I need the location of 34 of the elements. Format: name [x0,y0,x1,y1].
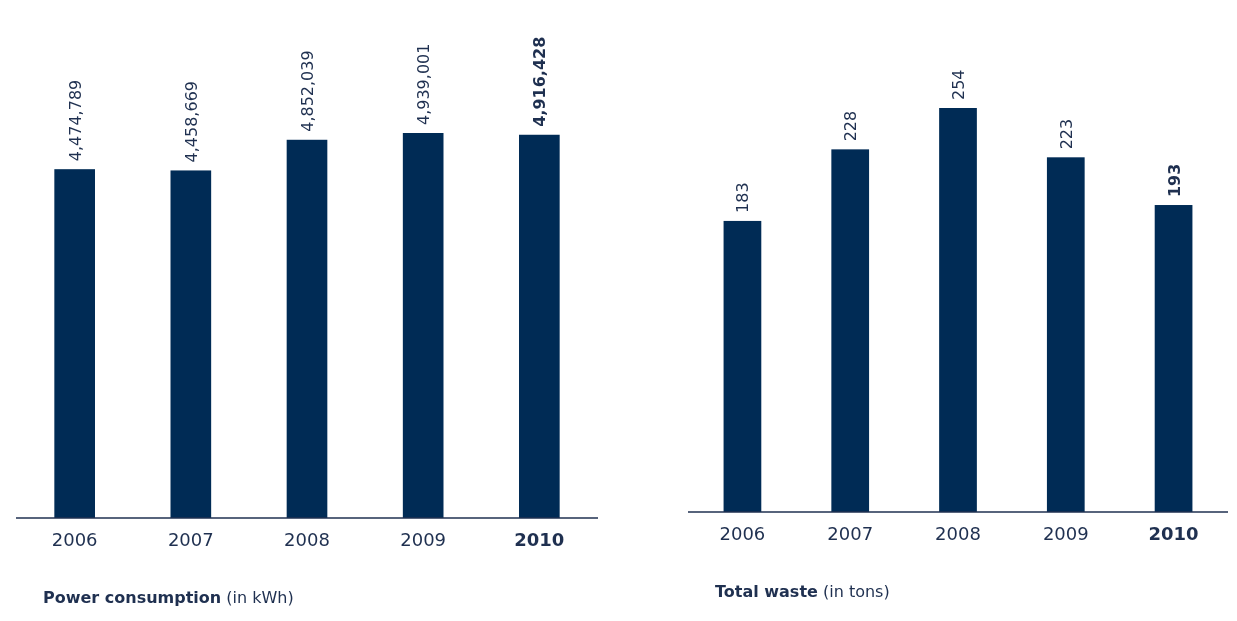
bar [402,133,444,518]
text: Total waste [715,582,819,601]
bar [286,139,328,518]
data-label: 4,458,669 [181,81,201,163]
x-tick-label: 2010 [1148,523,1199,544]
data-label: 4,939,001 [414,43,434,125]
x-tick-label: 2006 [51,529,98,550]
bar [1154,205,1193,512]
x-tick-label: 2007 [167,529,214,550]
bar [170,170,212,518]
x-tick-label: 2008 [284,529,330,550]
data-label: 4,474,789 [65,79,85,162]
x-tick-label: 2007 [827,523,874,544]
bar [519,134,560,518]
data-label: 223 [1056,118,1076,150]
data-label: 228 [841,110,861,142]
data-label: 4,916,428 [530,36,550,127]
x-tick-label: 2008 [935,523,981,544]
data-label: 4,852,039 [298,50,317,132]
bar [939,108,977,512]
bar [723,220,762,512]
data-label: 254 [949,69,968,100]
x-tick-label: 2006 [719,523,766,544]
data-label: 183 [733,182,753,213]
x-tick-label: 2010 [514,529,565,550]
text: Power consumption [43,588,222,607]
data-label: 193 [1164,163,1184,198]
bar [831,149,870,512]
x-tick-label: 2009 [1042,523,1089,544]
text: (in kWh) [221,588,294,607]
bar [1046,157,1085,512]
text: (in tons) [817,582,890,601]
bar [54,169,95,518]
x-tick-label: 2009 [400,529,447,550]
